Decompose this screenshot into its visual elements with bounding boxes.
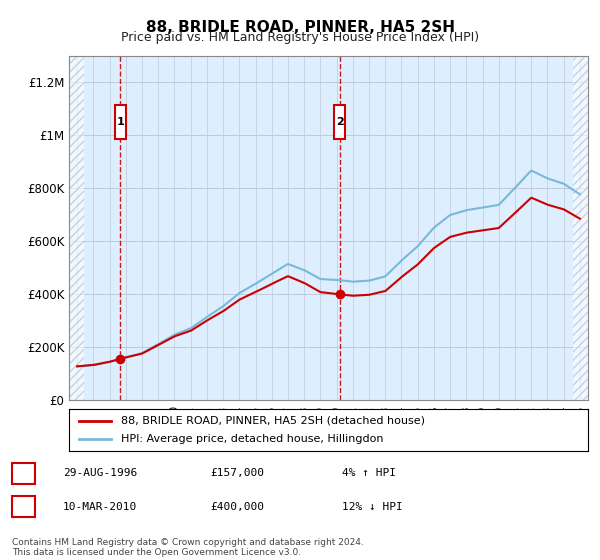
Text: 4% ↑ HPI: 4% ↑ HPI	[342, 468, 396, 478]
Text: 88, BRIDLE ROAD, PINNER, HA5 2SH: 88, BRIDLE ROAD, PINNER, HA5 2SH	[146, 20, 455, 35]
Text: 1: 1	[20, 468, 27, 478]
Text: 88, BRIDLE ROAD, PINNER, HA5 2SH (detached house): 88, BRIDLE ROAD, PINNER, HA5 2SH (detach…	[121, 416, 425, 426]
Text: Contains HM Land Registry data © Crown copyright and database right 2024.
This d: Contains HM Land Registry data © Crown c…	[12, 538, 364, 557]
Text: 1: 1	[116, 117, 124, 127]
Bar	[334, 105, 346, 139]
Text: HPI: Average price, detached house, Hillingdon: HPI: Average price, detached house, Hill…	[121, 434, 383, 444]
Text: 12% ↓ HPI: 12% ↓ HPI	[342, 502, 403, 512]
Text: £400,000: £400,000	[210, 502, 264, 512]
Bar	[572, 56, 588, 400]
Text: 29-AUG-1996: 29-AUG-1996	[63, 468, 137, 478]
Bar	[115, 105, 126, 139]
Text: 10-MAR-2010: 10-MAR-2010	[63, 502, 137, 512]
Point	[115, 354, 125, 363]
Text: 2: 2	[336, 117, 344, 127]
Point	[335, 290, 344, 299]
Text: Price paid vs. HM Land Registry's House Price Index (HPI): Price paid vs. HM Land Registry's House …	[121, 31, 479, 44]
Text: £157,000: £157,000	[210, 468, 264, 478]
Text: 2: 2	[20, 502, 27, 512]
Bar	[69, 56, 85, 400]
